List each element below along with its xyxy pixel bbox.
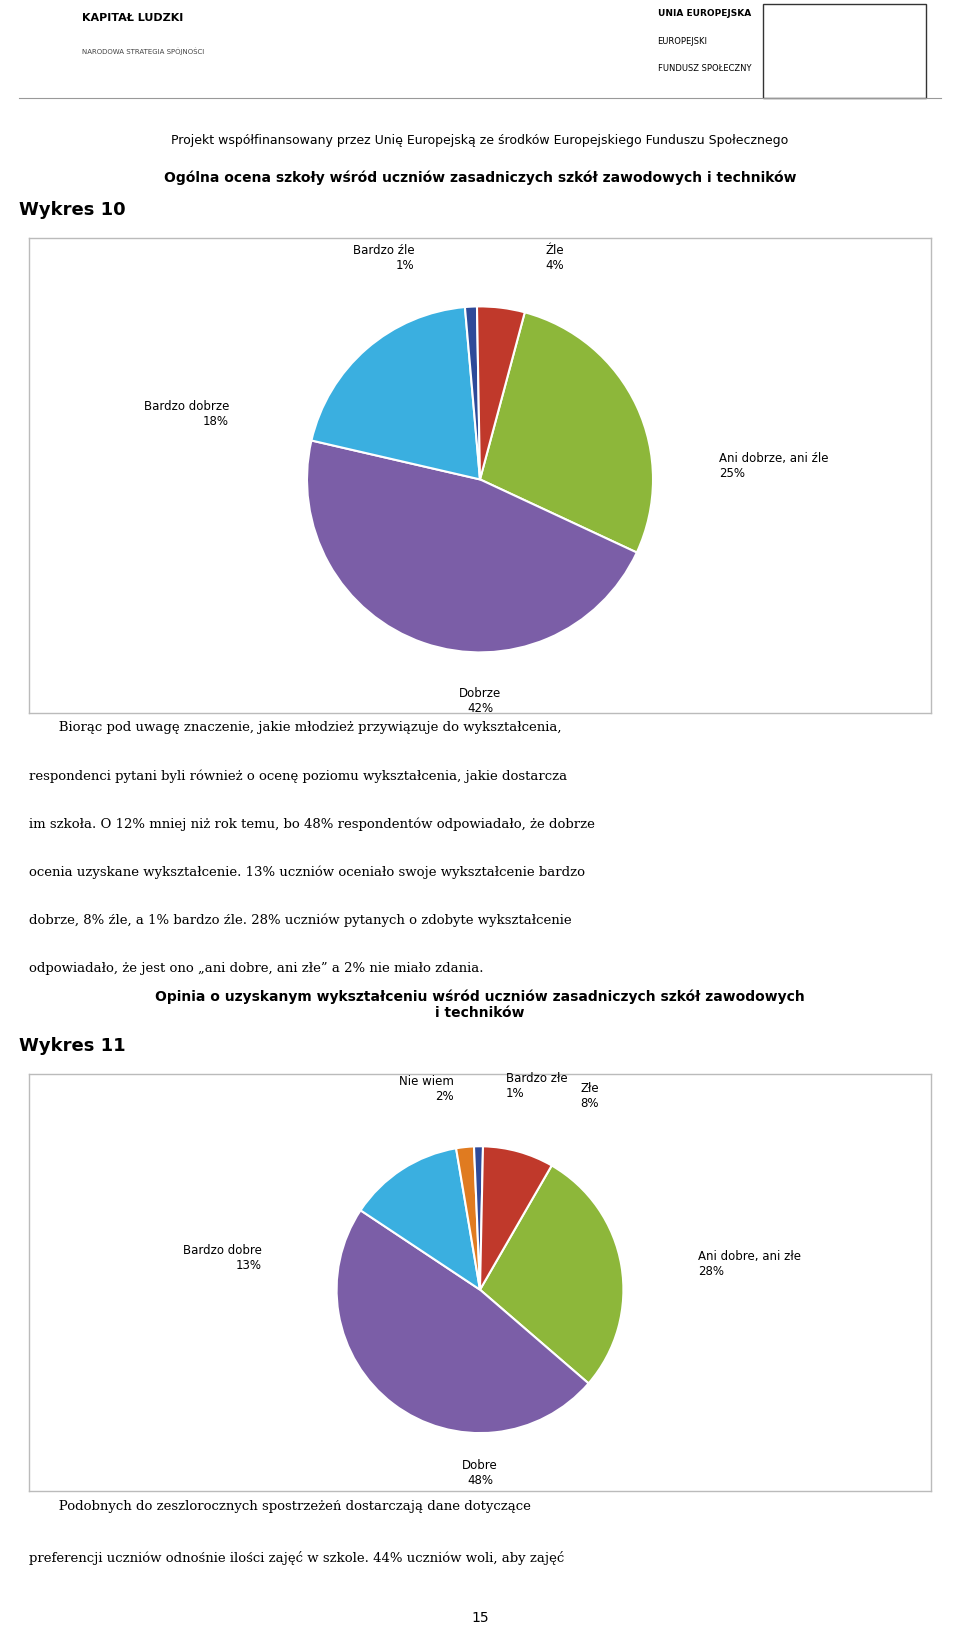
Text: Dobrze
42%: Dobrze 42%: [459, 687, 501, 715]
FancyBboxPatch shape: [763, 5, 926, 98]
Text: Ani dobrze, ani źle
25%: Ani dobrze, ani źle 25%: [719, 452, 828, 480]
Text: preferencji uczniów odnośnie ilości zajęć w szkole. 44% uczniów woli, aby zajęć: preferencji uczniów odnośnie ilości zaję…: [29, 1550, 564, 1565]
Text: Biorąc pod uwagę znaczenie, jakie młodzież przywiązuje do wykształcenia,: Biorąc pod uwagę znaczenie, jakie młodzi…: [29, 721, 562, 734]
Text: Wykres 10: Wykres 10: [19, 202, 126, 218]
Text: Nie wiem
2%: Nie wiem 2%: [399, 1075, 454, 1103]
Text: Złe
8%: Złe 8%: [581, 1082, 599, 1110]
Wedge shape: [456, 1146, 480, 1290]
Text: UNIA EUROPEJSKA: UNIA EUROPEJSKA: [658, 8, 751, 18]
Title: Opinia o uzyskanym wykształceniu wśród uczniów zasadniczych szkół zawodowych
i t: Opinia o uzyskanym wykształceniu wśród u…: [156, 990, 804, 1019]
Text: ocenia uzyskane wykształcenie. 13% uczniów oceniało swoje wykształcenie bardzo: ocenia uzyskane wykształcenie. 13% uczni…: [29, 865, 585, 879]
Text: odpowiadało, że jest ono „ani dobre, ani złe” a 2% nie miało zdania.: odpowiadało, że jest ono „ani dobre, ani…: [29, 962, 483, 975]
Text: Podobnych do zeszlorocznych spostrzeżeń dostarczają dane dotyczące: Podobnych do zeszlorocznych spostrzeżeń …: [29, 1500, 531, 1513]
Wedge shape: [307, 441, 636, 652]
Wedge shape: [465, 306, 480, 480]
Text: respondenci pytani byli również o ocenę poziomu wykształcenia, jakie dostarcza: respondenci pytani byli również o ocenę …: [29, 769, 567, 783]
Text: EUROPEJSKI: EUROPEJSKI: [658, 38, 708, 46]
Text: im szkoła. O 12% mniej niż rok temu, bo 48% respondentów odpowiadało, że dobrze: im szkoła. O 12% mniej niż rok temu, bo …: [29, 818, 594, 831]
Text: FUNDUSZ SPOŁECZNY: FUNDUSZ SPOŁECZNY: [658, 64, 751, 72]
Wedge shape: [480, 313, 653, 552]
Text: Bardzo złe
1%: Bardzo złe 1%: [506, 1072, 567, 1100]
Wedge shape: [361, 1149, 480, 1290]
Text: Dobre
48%: Dobre 48%: [462, 1459, 498, 1487]
Text: Bardzo dobre
13%: Bardzo dobre 13%: [183, 1244, 262, 1272]
Wedge shape: [477, 306, 525, 480]
Wedge shape: [311, 306, 480, 480]
Text: Bardzo źle
1%: Bardzo źle 1%: [352, 244, 415, 272]
Text: Wykres 11: Wykres 11: [19, 1037, 126, 1054]
Text: KAPITAŁ LUDZKI: KAPITAŁ LUDZKI: [82, 13, 182, 23]
Text: 15: 15: [471, 1611, 489, 1624]
Text: Ani dobre, ani złe
28%: Ani dobre, ani złe 28%: [698, 1251, 801, 1278]
Wedge shape: [480, 1165, 623, 1383]
Wedge shape: [337, 1210, 588, 1432]
Text: Źle
4%: Źle 4%: [545, 244, 564, 272]
Wedge shape: [474, 1146, 483, 1290]
Title: Ogólna ocena szkoły wśród uczniów zasadniczych szkół zawodowych i techników: Ogólna ocena szkoły wśród uczniów zasadn…: [164, 170, 796, 185]
Wedge shape: [480, 1146, 552, 1290]
Text: Projekt współfinansowany przez Unię Europejską ze środków Europejskiego Funduszu: Projekt współfinansowany przez Unię Euro…: [172, 134, 788, 148]
Text: dobrze, 8% źle, a 1% bardzo źle. 28% uczniów pytanych o zdobyte wykształcenie: dobrze, 8% źle, a 1% bardzo źle. 28% ucz…: [29, 915, 571, 928]
Text: NARODOWA STRATEGIA SPÓJNOŚCI: NARODOWA STRATEGIA SPÓJNOŚCI: [82, 48, 204, 56]
Text: Bardzo dobrze
18%: Bardzo dobrze 18%: [144, 400, 229, 428]
